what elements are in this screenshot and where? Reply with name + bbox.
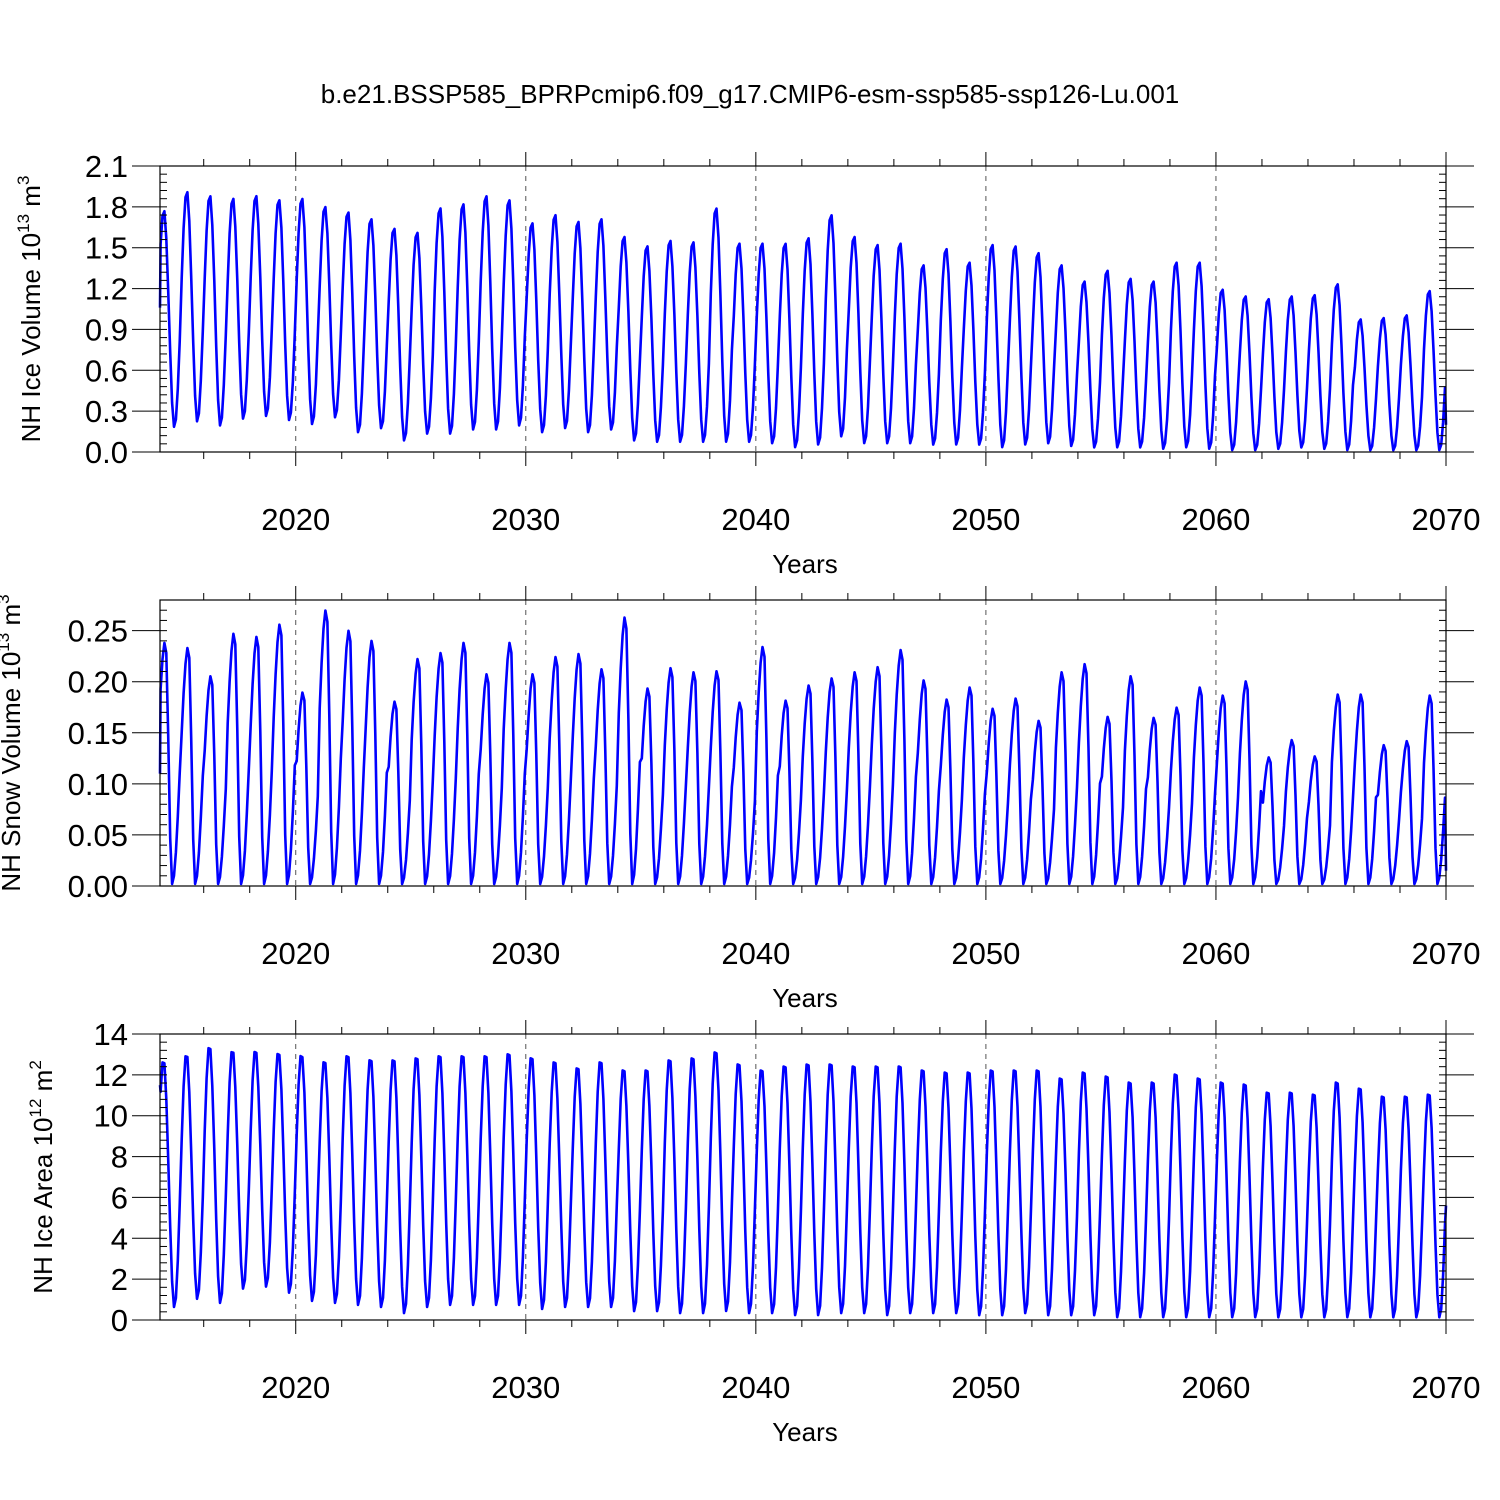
y-tick-label: 0.6 xyxy=(85,353,128,388)
ice-area-panel: 2020 2030 2040 2050 2060 2070 0 2 4 6 8 10 12 14 Years… xyxy=(26,1017,1480,1447)
x-tick-label: 2050 xyxy=(951,502,1020,537)
y-tick-label: 8 xyxy=(111,1140,128,1175)
ice-volume-series-line xyxy=(158,190,1448,452)
x-tick-label: 2030 xyxy=(491,502,560,537)
y-tick-label: 0.10 xyxy=(68,767,128,802)
x-tick-label: 2020 xyxy=(261,502,330,537)
y-tick-label: 12 xyxy=(94,1058,128,1093)
x-tick-label: 2020 xyxy=(261,1370,330,1405)
figure-title: b.e21.BSSP585_BPRPcmip6.f09_g17.CMIP6-es… xyxy=(321,79,1180,109)
x-tick-label: 2040 xyxy=(721,1370,790,1405)
ice-volume-panel: 2020 2030 2040 2050 2060 2070 0.0 0.3 0.6 0.9 1.2 1… xyxy=(14,149,1480,579)
y-axis-label: NH Ice Area 1012 m2 xyxy=(26,1060,58,1294)
y-tick-label: 0.05 xyxy=(68,818,128,853)
x-axis-label: Years xyxy=(772,549,838,579)
x-tick-label: 2020 xyxy=(261,936,330,971)
plot-frame xyxy=(159,165,1447,453)
x-axis-label: Years xyxy=(772,983,838,1013)
x-tick-label: 2070 xyxy=(1412,936,1481,971)
x-tick-label: 2070 xyxy=(1412,1370,1481,1405)
y-tick-label: 1.5 xyxy=(85,231,128,266)
x-tick-label: 2040 xyxy=(721,502,790,537)
y-tick-label: 0.3 xyxy=(85,394,128,429)
x-tick-label: 2060 xyxy=(1181,1370,1250,1405)
y-tick-label: 1.2 xyxy=(85,272,128,307)
snow-volume-panel: 2020 2030 2040 2050 2060 2070 0.00 0.05 0.10 0.15… xyxy=(0,586,1480,1013)
y-tick-label: 0.9 xyxy=(85,312,128,347)
y-tick-label: 0.00 xyxy=(68,869,128,904)
y-tick-label: 0.20 xyxy=(68,665,128,700)
plot-frame xyxy=(159,1033,1447,1321)
y-tick-label: 10 xyxy=(94,1099,128,1134)
y-tick-label: 0.15 xyxy=(68,716,128,751)
y-tick-label: 0 xyxy=(111,1303,128,1338)
x-tick-label: 2060 xyxy=(1181,936,1250,971)
x-axis-label: Years xyxy=(772,1417,838,1447)
y-tick-label: 2.1 xyxy=(85,149,128,184)
y-tick-label: 14 xyxy=(94,1017,128,1052)
x-tick-label: 2030 xyxy=(491,936,560,971)
x-tick-label: 2050 xyxy=(951,936,1020,971)
y-axis-label: NH Ice Volume 1013 m3 xyxy=(14,176,46,443)
y-axis-label: NH Snow Volume 1013 m3 xyxy=(0,594,26,891)
y-tick-label: 1.8 xyxy=(85,190,128,225)
y-tick-label: 6 xyxy=(111,1180,128,1215)
x-tick-label: 2030 xyxy=(491,1370,560,1405)
x-tick-label: 2060 xyxy=(1181,502,1250,537)
y-tick-label: 2 xyxy=(111,1262,128,1297)
snow-volume-series-line xyxy=(158,609,1448,886)
x-tick-label: 2040 xyxy=(721,936,790,971)
y-tick-label: 0.25 xyxy=(68,614,128,649)
x-tick-label: 2070 xyxy=(1412,502,1481,537)
ice-area-series-line xyxy=(158,1046,1448,1319)
y-tick-label: 4 xyxy=(111,1221,128,1256)
x-tick-label: 2050 xyxy=(951,1370,1020,1405)
y-tick-label: 0.0 xyxy=(85,435,128,470)
